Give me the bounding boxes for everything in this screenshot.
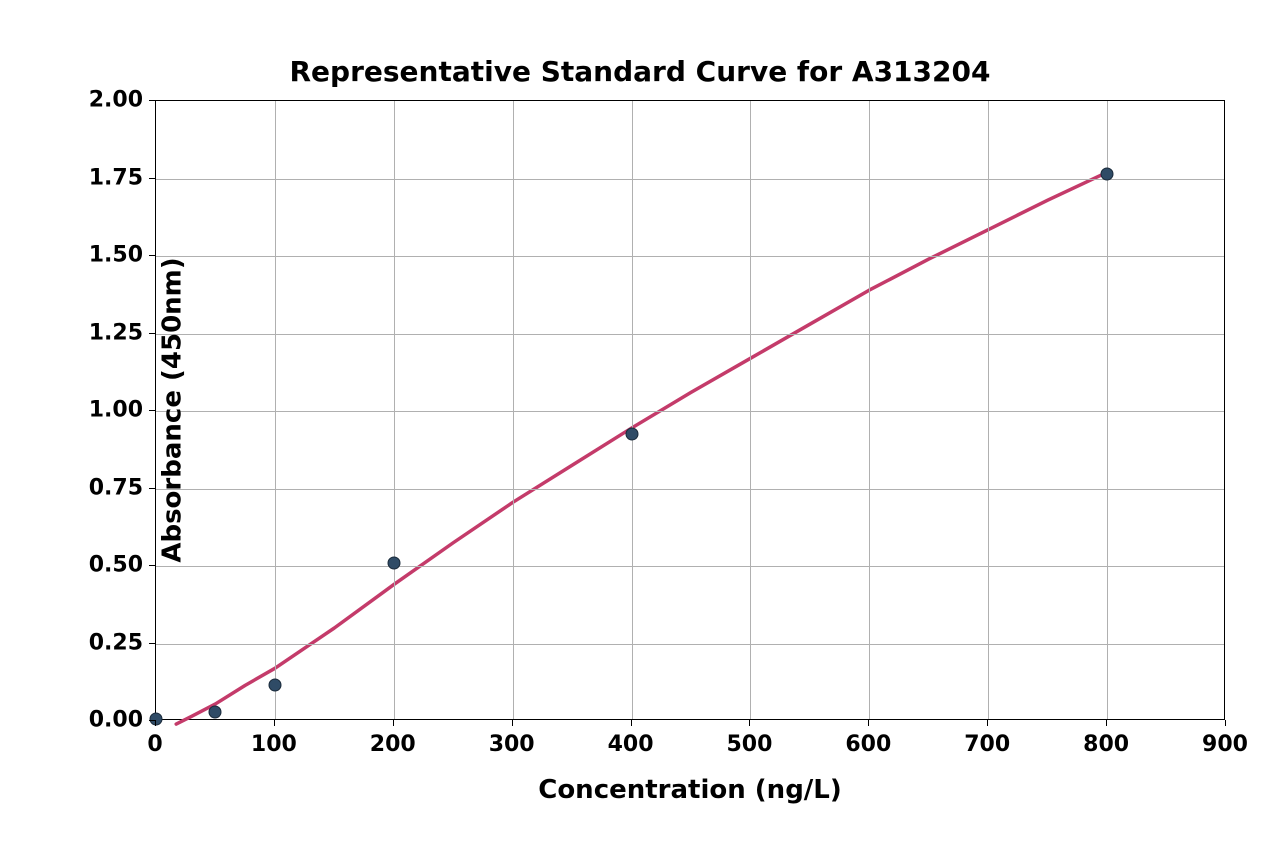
grid-line-horizontal [156, 256, 1224, 257]
grid-line-vertical [869, 101, 870, 719]
x-tick [274, 720, 275, 726]
y-tick-label: 0.00 [89, 708, 143, 733]
grid-line-horizontal [156, 644, 1224, 645]
x-tick-label: 700 [964, 732, 1010, 757]
data-point [387, 556, 400, 569]
data-point [625, 428, 638, 441]
grid-line-horizontal [156, 566, 1224, 567]
x-tick [512, 720, 513, 726]
y-tick [149, 488, 155, 489]
y-tick-label: 0.75 [89, 475, 143, 500]
x-tick-label: 400 [608, 732, 654, 757]
y-tick [149, 333, 155, 334]
y-tick [149, 255, 155, 256]
grid-line-vertical [988, 101, 989, 719]
x-tick-label: 0 [147, 732, 162, 757]
x-tick [1106, 720, 1107, 726]
chart-title: Representative Standard Curve for A31320… [0, 55, 1280, 88]
plot-area [155, 100, 1225, 720]
grid-line-vertical [275, 101, 276, 719]
y-tick [149, 565, 155, 566]
x-axis-label: Concentration (ng/L) [155, 775, 1225, 805]
grid-line-horizontal [156, 179, 1224, 180]
y-tick [149, 410, 155, 411]
x-tick [1225, 720, 1226, 726]
data-point [209, 705, 222, 718]
y-tick [149, 720, 155, 721]
x-tick [155, 720, 156, 726]
x-tick [393, 720, 394, 726]
y-tick-label: 2.00 [89, 88, 143, 113]
grid-line-horizontal [156, 334, 1224, 335]
y-tick [149, 100, 155, 101]
grid-line-vertical [1107, 101, 1108, 719]
x-tick-label: 600 [845, 732, 891, 757]
y-tick-label: 1.00 [89, 398, 143, 423]
x-tick-label: 500 [726, 732, 772, 757]
y-axis-label: Absorbance (450nm) [158, 257, 188, 562]
x-tick [631, 720, 632, 726]
x-tick-label: 800 [1083, 732, 1129, 757]
y-tick-label: 1.75 [89, 165, 143, 190]
x-tick-label: 200 [370, 732, 416, 757]
x-tick [868, 720, 869, 726]
data-point [1101, 167, 1114, 180]
x-tick-label: 900 [1202, 732, 1248, 757]
x-tick-label: 100 [251, 732, 297, 757]
y-tick-label: 1.25 [89, 320, 143, 345]
grid-line-vertical [750, 101, 751, 719]
grid-line-vertical [394, 101, 395, 719]
grid-line-vertical [632, 101, 633, 719]
x-tick-label: 300 [489, 732, 535, 757]
grid-line-vertical [513, 101, 514, 719]
y-tick [149, 643, 155, 644]
y-tick-label: 1.50 [89, 243, 143, 268]
y-tick-label: 0.50 [89, 553, 143, 578]
chart-container: Representative Standard Curve for A31320… [0, 0, 1280, 845]
grid-line-horizontal [156, 411, 1224, 412]
x-tick [749, 720, 750, 726]
grid-line-horizontal [156, 489, 1224, 490]
data-point [268, 679, 281, 692]
y-tick [149, 178, 155, 179]
x-tick [987, 720, 988, 726]
y-tick-label: 0.25 [89, 630, 143, 655]
